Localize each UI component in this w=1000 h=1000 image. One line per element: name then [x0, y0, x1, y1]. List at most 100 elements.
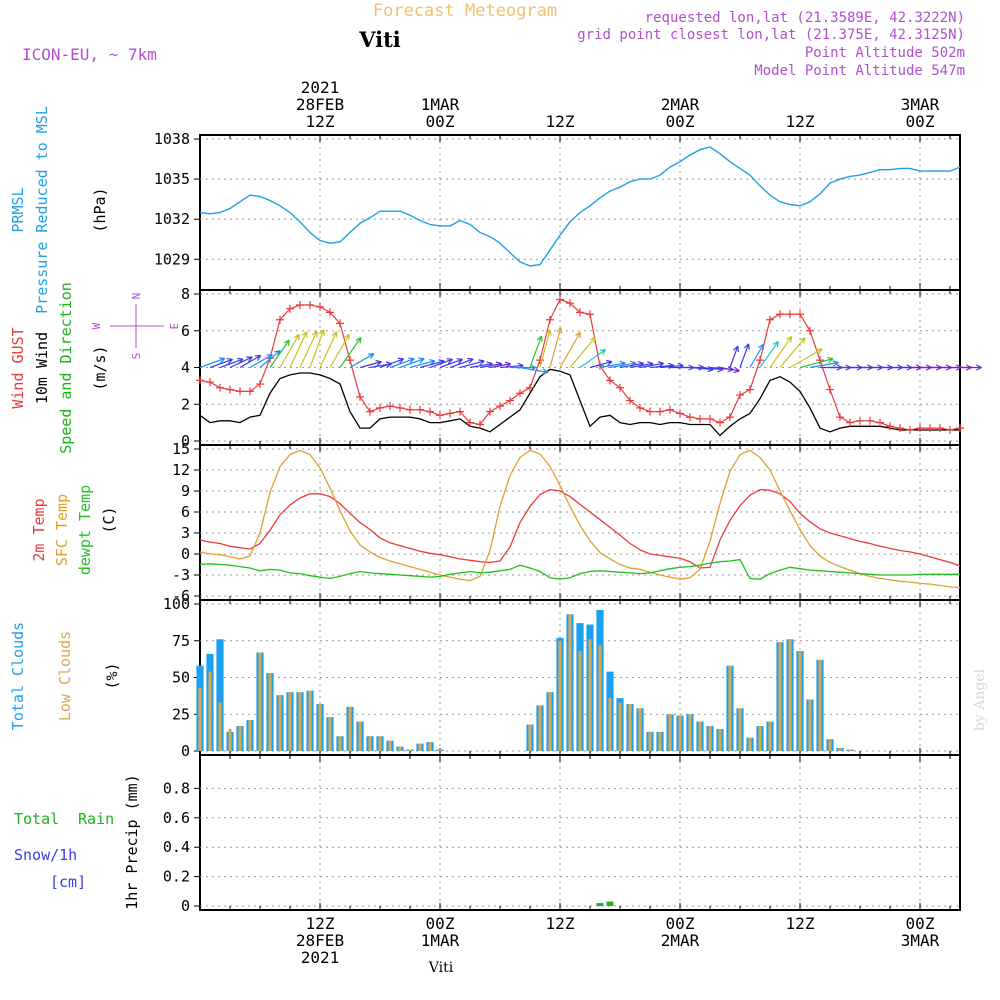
wind-line: [199, 368, 960, 437]
low-clouds-bar: [268, 673, 272, 751]
gust-marker: [456, 407, 464, 416]
total-clouds-bar: [216, 639, 224, 751]
time-top-label: 00Z: [426, 112, 455, 131]
compass-e-label: E: [168, 323, 181, 330]
time-bottom-label: 00Z: [666, 914, 695, 933]
gust-marker: [896, 424, 904, 433]
low-clouds-bar: [808, 699, 812, 751]
wind-arrow: [389, 357, 415, 369]
low-clouds-bar: [558, 640, 562, 751]
low-clouds-bar: [438, 749, 442, 751]
sfc-temp-line: [199, 449, 961, 589]
low-clouds-bar: [718, 728, 722, 751]
gust-marker: [296, 301, 304, 310]
snow-unit-label: [cm]: [50, 873, 86, 891]
gust-marker: [686, 413, 694, 422]
temp-panel: -6 -3 0 3 6 9 12 15: [172, 440, 961, 605]
time-top-label: 3MAR: [901, 95, 940, 114]
gust-label: Wind GUST: [9, 327, 27, 408]
snow-label: Snow/1h: [14, 846, 77, 864]
precip-panel: 0 0.2 0.4 0.6 0.8: [163, 754, 961, 915]
time-bottom-label: 12Z: [306, 914, 335, 933]
pressure-panel: 1029 1032 1035 1038: [154, 130, 961, 291]
wind-arrow: [559, 331, 581, 368]
ytick-label: 0: [181, 432, 190, 450]
gust-marker: [216, 383, 224, 392]
wind-arrow: [459, 359, 485, 369]
ytick-label: 2: [181, 395, 190, 413]
time-top-label: 1MAR: [421, 95, 460, 114]
ytick-label: 15: [172, 440, 190, 458]
gust-marker: [336, 319, 344, 328]
wind-arrow: [199, 357, 226, 369]
product-title: Forecast Meteogram: [373, 1, 557, 21]
wind-unit: (m/s): [91, 345, 109, 390]
wind-arrow: [589, 359, 613, 369]
gust-marker: [256, 380, 264, 389]
gust-marker: [226, 385, 234, 394]
gust-marker: [846, 418, 854, 427]
wind-arrow: [359, 360, 382, 369]
gust-marker: [436, 411, 444, 420]
low-clouds-bar: [708, 726, 712, 751]
compass-n-label: N: [130, 293, 143, 300]
ytick-label: -3: [172, 566, 190, 584]
gust-marker: [486, 407, 494, 416]
compass-rose: W N S E: [90, 293, 181, 360]
wind-arrow: [789, 348, 823, 369]
compass-w-label: W: [90, 322, 103, 329]
low-clouds-bar: [678, 715, 682, 751]
low-clouds-bar: [198, 687, 202, 751]
wind-arrow: [469, 361, 493, 369]
low-clouds-bar: [428, 742, 432, 751]
gust-marker: [376, 403, 384, 412]
ytick-label: 75: [172, 632, 190, 650]
ytick-label: 1035: [154, 170, 190, 188]
time-bottom-label: 12Z: [546, 914, 575, 933]
cloud-panel: 0 25 50 75 100: [163, 595, 961, 760]
wind-arrow: [739, 343, 750, 368]
panel-frame: [199, 754, 961, 911]
gust-marker: [566, 299, 574, 308]
wind-arrow: [759, 340, 779, 368]
low-clouds-bar: [358, 721, 362, 751]
wind-arrow: [309, 329, 325, 368]
wind-arrow: [349, 353, 375, 369]
gust-marker: [306, 301, 314, 310]
ytick-label: 0: [181, 897, 190, 915]
place-name: Viti: [358, 27, 401, 52]
closest-gridpoint: grid point closest lon,lat (21.375E, 42.…: [577, 27, 965, 43]
ytick-label: 0.6: [163, 809, 190, 827]
low-clouds-bar: [398, 746, 402, 751]
wind-arrow: [329, 333, 350, 368]
low-clouds-bar: [218, 702, 222, 751]
wind-dir-label: Speed and Direction: [57, 282, 75, 454]
low-clouds-bar: [288, 692, 292, 751]
gust-marker: [476, 420, 484, 429]
dewpt-line: [199, 558, 960, 580]
low-clouds-bar: [338, 736, 342, 751]
temp2m-line: [199, 488, 961, 569]
gust-marker: [746, 385, 754, 394]
gust-marker: [406, 405, 414, 414]
time-bottom-label: 2021: [301, 948, 340, 967]
low-clouds-bar: [628, 703, 632, 751]
rain-bar: [606, 901, 614, 906]
time-top-label: 12Z: [306, 112, 335, 131]
low-clouds-label: Low Clouds: [56, 631, 74, 721]
gust-marker: [616, 383, 624, 392]
rain-bar: [596, 903, 604, 906]
gust-marker: [776, 310, 784, 319]
total-rain-label-1: Total: [14, 810, 59, 828]
low-clouds-bar: [608, 698, 612, 751]
time-top-label: 12Z: [786, 112, 815, 131]
gust-marker: [956, 424, 964, 433]
gust-marker: [646, 407, 654, 416]
gust-marker: [836, 413, 844, 422]
low-clouds-bar: [378, 736, 382, 751]
low-clouds-bar: [388, 740, 392, 751]
gust-marker: [286, 304, 294, 313]
